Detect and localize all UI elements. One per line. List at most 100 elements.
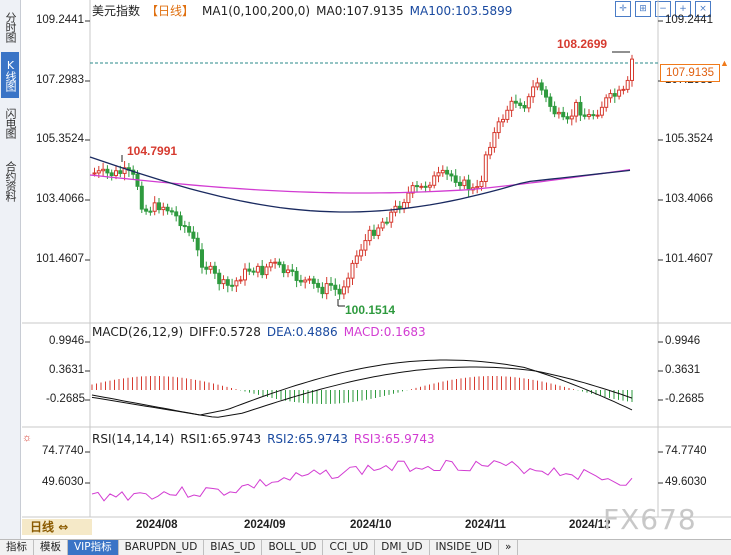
candle	[617, 89, 622, 97]
macd-value: MACD:0.1683	[343, 325, 426, 339]
candle	[578, 101, 583, 116]
macd-diff: DIFF:0.5728	[189, 325, 261, 339]
current-price-badge: 107.9135	[660, 64, 720, 82]
tab-kline[interactable]: K线图	[1, 52, 19, 98]
high-annotation: 108.2699	[557, 37, 607, 51]
tab-intraday[interactable]: 分时图	[4, 12, 17, 42]
tab-boll[interactable]: BOLL_UD	[262, 540, 324, 555]
candle	[367, 229, 372, 242]
candle	[526, 96, 531, 109]
candle	[251, 270, 256, 273]
tab-cci[interactable]: CCI_UD	[323, 540, 376, 555]
chart-header: 美元指数 【日线】 MA1(0,100,200,0) MA0:107.9135 MA10…	[92, 2, 518, 19]
tab-bias[interactable]: BIAS_UD	[204, 540, 263, 555]
candle	[290, 269, 295, 272]
candle	[122, 167, 127, 174]
candle	[268, 262, 273, 268]
candle	[187, 226, 192, 233]
candle	[453, 175, 458, 183]
candle	[410, 185, 415, 194]
rsi-axis-label-right: 74.7740	[665, 445, 707, 457]
candle	[432, 175, 437, 186]
candle	[157, 202, 161, 211]
candle	[505, 109, 510, 120]
macd-axis-label-right: -0.2685	[665, 393, 705, 405]
tab-indicators[interactable]: 指标	[0, 540, 34, 555]
candle	[320, 286, 325, 295]
candle	[286, 269, 290, 274]
tab-barupdn[interactable]: BARUPDN_UD	[119, 540, 205, 555]
tab-contract[interactable]: 合约资料	[4, 161, 17, 201]
expand-icon: ⇔	[58, 520, 69, 534]
price-axis-label: 103.4066	[36, 193, 84, 205]
close-icon[interactable]: ×	[695, 1, 711, 17]
candle	[195, 237, 200, 251]
left-high-annotation: 104.7991	[127, 144, 177, 158]
candle	[144, 208, 149, 212]
period-button[interactable]: 日线 ⇔	[22, 519, 92, 535]
candle	[565, 116, 570, 120]
date-label: 2024/09	[244, 519, 286, 531]
candle	[372, 229, 376, 236]
candle	[238, 279, 243, 282]
candle	[501, 118, 505, 123]
candle	[608, 93, 613, 99]
candle	[294, 270, 299, 281]
price-axis-label: 107.2983	[36, 74, 84, 86]
tab-templates[interactable]: 模板	[34, 540, 68, 555]
candle	[208, 265, 213, 270]
candle	[531, 86, 536, 98]
rsi1-value: RSI1:65.9743	[180, 432, 262, 446]
candle	[544, 89, 548, 98]
candle	[462, 179, 467, 187]
tab-inside[interactable]: INSIDE_UD	[430, 540, 499, 555]
macd-axis-label: 0.9946	[49, 335, 85, 347]
price-axis-label-right: 101.4607	[665, 253, 713, 265]
candle	[341, 286, 346, 295]
rsi-axis-label: 74.7740	[42, 445, 84, 457]
candle	[169, 210, 174, 213]
candle	[204, 266, 209, 270]
candle	[415, 185, 419, 188]
period-label: 日线	[30, 520, 55, 534]
candle	[427, 184, 432, 188]
candle	[174, 211, 179, 217]
tab-vip-indicators[interactable]: VIP指标	[68, 540, 119, 555]
candle	[599, 106, 604, 116]
price-axis-label-right: 103.4066	[665, 193, 713, 205]
sun-icon: ☼	[22, 432, 32, 444]
candle	[483, 154, 488, 182]
candle	[359, 249, 364, 257]
minus-icon[interactable]: −	[655, 1, 671, 17]
more-tabs-icon[interactable]: »	[499, 540, 519, 555]
candle	[114, 170, 118, 177]
candle	[535, 82, 540, 88]
candle	[281, 264, 286, 274]
candle	[518, 102, 523, 106]
candle	[496, 121, 501, 134]
candle	[161, 206, 166, 211]
ma100-line	[89, 168, 631, 194]
tab-flash[interactable]: 闪电图	[4, 108, 17, 138]
candle	[513, 100, 518, 104]
plus-icon[interactable]: +	[675, 1, 691, 17]
chart-tools: ✛ ⊞ − + ×	[615, 1, 711, 17]
candle	[423, 185, 428, 188]
candle	[574, 101, 579, 117]
price-axis-label: 109.2441	[36, 14, 84, 26]
candle	[346, 277, 351, 288]
price-axis-label: 105.3524	[36, 133, 84, 145]
candle	[625, 79, 630, 90]
zoom-icon[interactable]: ⊞	[635, 1, 651, 17]
candle	[307, 278, 312, 281]
rsi-line	[91, 459, 633, 502]
candle	[139, 185, 144, 210]
crosshair-icon[interactable]: ✛	[615, 1, 631, 17]
tab-dmi[interactable]: DMI_UD	[375, 540, 430, 555]
candle	[333, 284, 338, 290]
candle	[389, 211, 394, 223]
rsi-axis-label: 49.6030	[42, 476, 84, 488]
ma200-line	[89, 156, 631, 213]
candle	[552, 105, 557, 115]
